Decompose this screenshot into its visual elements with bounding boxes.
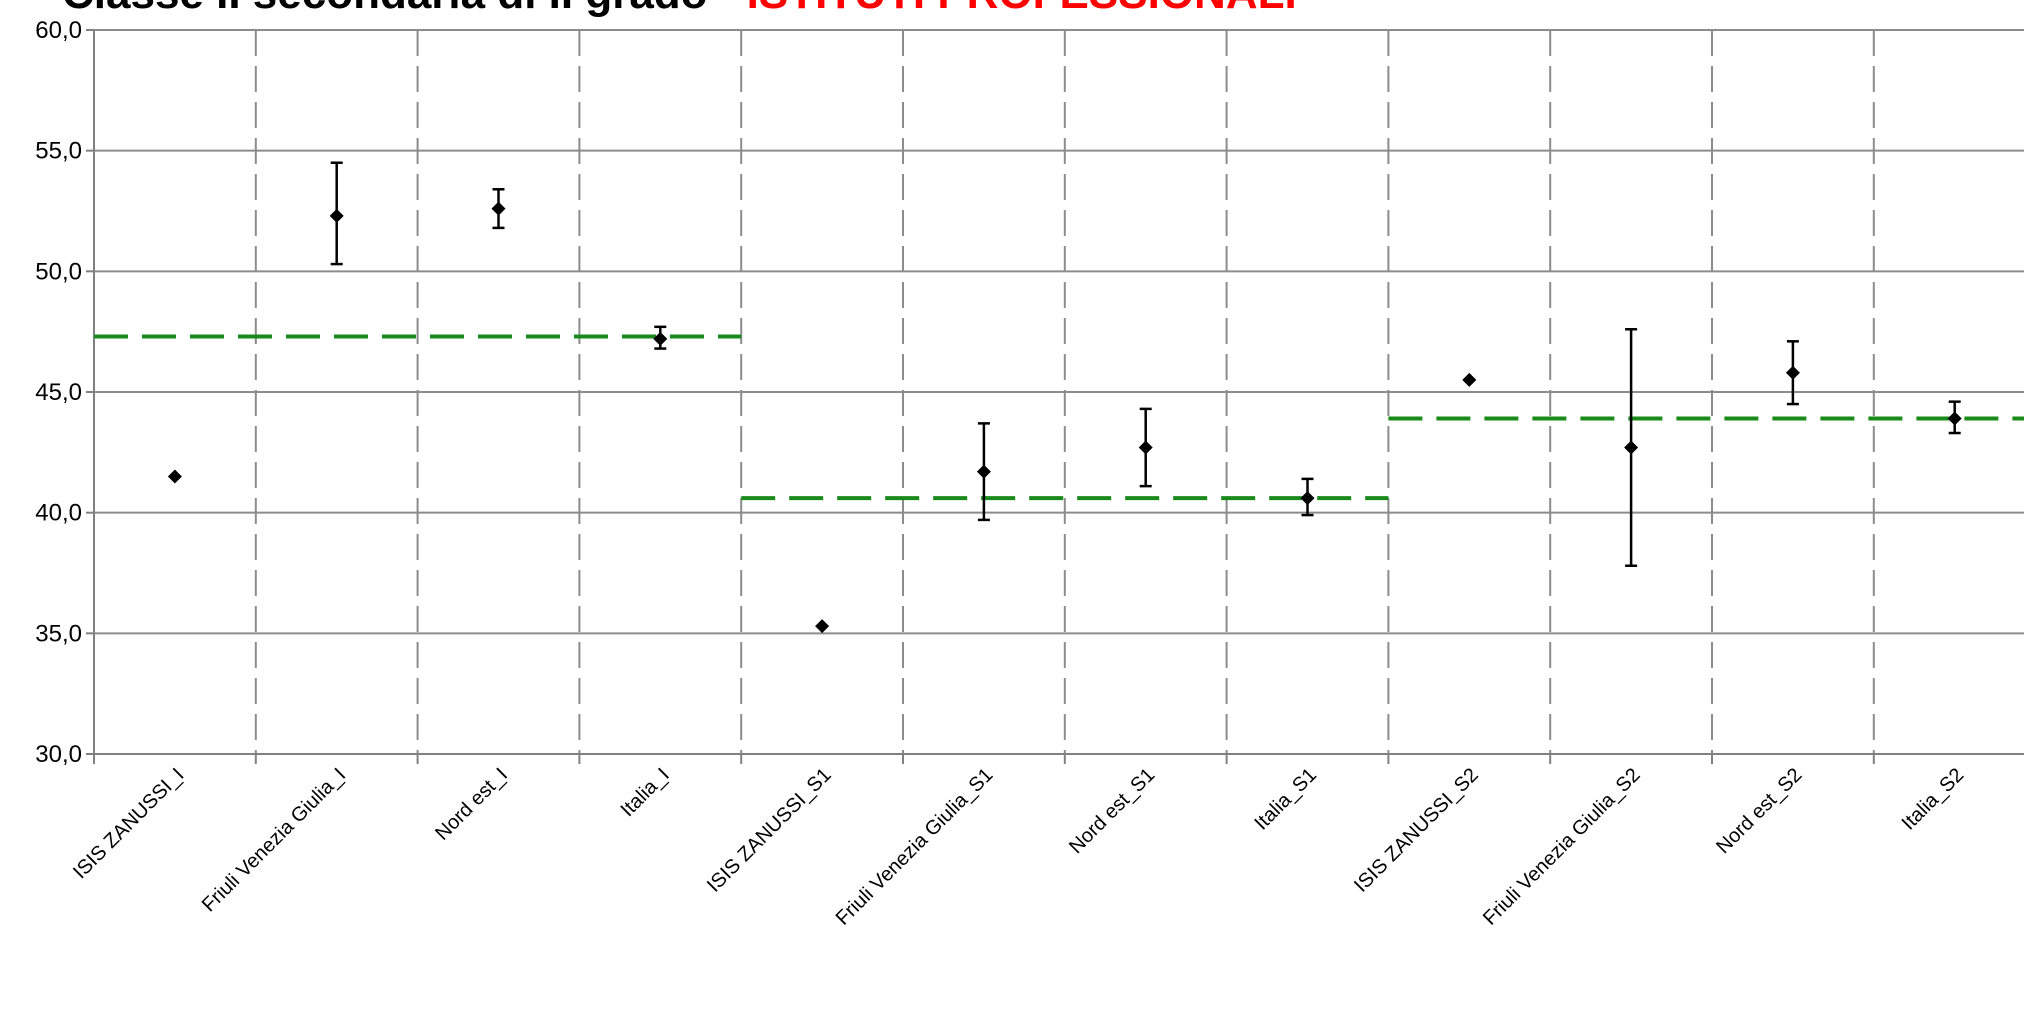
data-point — [653, 331, 668, 346]
data-point — [1300, 491, 1315, 506]
x-tick-label: Italia_S1 — [1250, 764, 1321, 835]
chart-title-part2: ISTITUTI PROFESSIONALI — [747, 0, 1297, 18]
data-point — [167, 469, 182, 484]
x-tick-label: Nord est_S1 — [1065, 764, 1159, 858]
y-tick-label: 60,0 — [35, 17, 82, 44]
data-point — [976, 464, 991, 479]
data-point — [1138, 440, 1153, 455]
y-tick-label: 30,0 — [35, 741, 82, 768]
data-point — [1785, 365, 1800, 380]
error-bars — [330, 161, 1961, 568]
x-tick-label: Nord est_I — [431, 764, 512, 845]
axes — [86, 29, 2024, 764]
x-tick-label: Friuli Venezia Giulia_S1 — [832, 764, 998, 930]
chart-title: Classe II secondaria di II grado - ISTIT… — [62, 0, 1297, 18]
data-markers — [167, 201, 1962, 634]
y-tick-label: 55,0 — [35, 138, 82, 165]
x-tick-label: Friuli Venezia Giulia_S2 — [1479, 764, 1645, 930]
x-tick-label: Italia_S2 — [1898, 764, 1969, 835]
y-tick-label: 35,0 — [35, 620, 82, 647]
y-tick-label: 40,0 — [35, 500, 82, 527]
y-tick-label: 45,0 — [35, 379, 82, 406]
x-tick-label: ISIS ZANUSSI_S2 — [1350, 764, 1483, 897]
data-point — [1462, 372, 1477, 387]
x-tick-label: Nord est_S2 — [1712, 764, 1806, 858]
x-tick-label: Italia_I — [617, 764, 674, 821]
data-point — [491, 201, 506, 216]
y-tick-labels: 30,0 35,0 40,0 45,0 50,0 55,0 60,0 — [35, 17, 82, 768]
x-tick-labels: ISIS ZANUSSI_I Friuli Venezia Giulia_I Nor… — [69, 764, 1968, 930]
grid — [94, 29, 2024, 755]
data-point — [815, 619, 830, 634]
x-tick-label: ISIS ZANUSSI_I — [69, 764, 188, 883]
x-tick-label: ISIS ZANUSSI_S1 — [703, 764, 836, 897]
reference-lines — [94, 334, 2024, 501]
chart-title-part1: Classe II secondaria di II grado - — [62, 0, 747, 18]
y-tick-label: 50,0 — [35, 258, 82, 285]
x-tick-label: Friuli Venezia Giulia_I — [198, 764, 350, 916]
data-point — [1947, 411, 1962, 426]
data-point — [329, 208, 344, 223]
data-point — [1624, 440, 1639, 455]
